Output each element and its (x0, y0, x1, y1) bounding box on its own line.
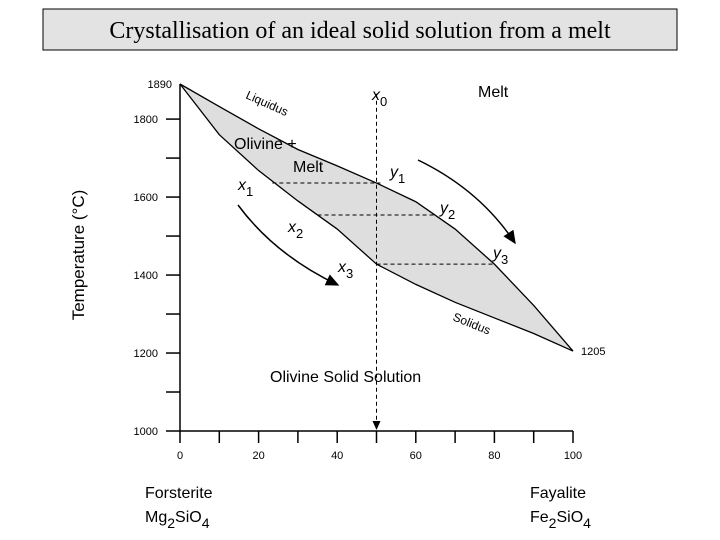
liquid-label-base: y (389, 164, 399, 181)
end-member-name: Fayalite (530, 485, 586, 502)
y-tick-label: 1400 (134, 270, 158, 282)
liquid-label-base: y (439, 200, 449, 217)
solid-label-sub: 3 (346, 266, 353, 281)
phase-boundary (179, 83, 574, 352)
liquid-label-sub: 1 (398, 171, 405, 186)
title: Crystallisation of an ideal solid soluti… (109, 18, 611, 44)
formula-part: 2 (549, 515, 557, 531)
solid-label-sub: 1 (246, 184, 253, 199)
field-label: Melt (293, 159, 324, 176)
solid-label-base: x (237, 177, 247, 194)
formula-part: 4 (583, 515, 591, 531)
liquid-label: y3 (492, 245, 508, 267)
solid-label: x2 (287, 219, 303, 241)
y-tick-label: 1200 (134, 348, 158, 360)
end-member-formula: Fe2SiO4 (530, 509, 591, 531)
endpoint-label: 1205 (581, 346, 605, 358)
formula-part: 4 (202, 515, 210, 531)
cooling-arrow (237, 204, 340, 286)
formula-part: 2 (167, 515, 175, 531)
x-tick-label: 20 (252, 450, 264, 462)
field-label: Olivine Solid Solution (270, 369, 421, 386)
liquid-label: y1 (389, 164, 405, 186)
x-tick-label: 100 (564, 450, 582, 462)
title-box (42, 8, 678, 51)
solid-label-base: x (337, 259, 347, 276)
x-tick-label: 0 (177, 450, 183, 462)
y-tick-label: 1000 (134, 426, 158, 438)
formula-part: Mg (145, 509, 167, 526)
formula-part: SiO (556, 509, 583, 526)
y-tick-label: 1600 (134, 192, 158, 204)
endpoint-label: 1890 (148, 79, 172, 91)
liquid-label: y2 (439, 200, 455, 222)
y-tick-label: 1800 (134, 114, 158, 126)
solid-label: x3 (337, 259, 353, 281)
composition-label-sub: 0 (380, 94, 387, 109)
x-tick-label: 80 (488, 450, 500, 462)
formula-part: SiO (175, 509, 202, 526)
cooling-arrow (417, 159, 516, 245)
liquid-label-sub: 2 (448, 207, 455, 222)
curve-label: Liquidus (244, 88, 291, 119)
solid-label-base: x (287, 219, 297, 236)
solid-label: x1 (237, 177, 253, 199)
x-tick-label: 40 (331, 450, 343, 462)
x-tick-label: 60 (410, 450, 422, 462)
end-member-name: Forsterite (145, 485, 213, 502)
field-label: Olivine + (234, 136, 297, 153)
field-label: Melt (478, 84, 509, 101)
composition-label: x0 (371, 87, 387, 109)
two-phase-field (180, 84, 573, 352)
liquid-label-base: y (492, 245, 502, 262)
solid-label-sub: 2 (296, 226, 303, 241)
formula-part: Fe (530, 509, 549, 526)
end-member-formula: Mg2SiO4 (145, 509, 210, 531)
y-axis-label: Temperature (°C) (69, 190, 88, 321)
composition-label-base: x (371, 87, 381, 104)
liquid-label-sub: 3 (501, 252, 508, 267)
